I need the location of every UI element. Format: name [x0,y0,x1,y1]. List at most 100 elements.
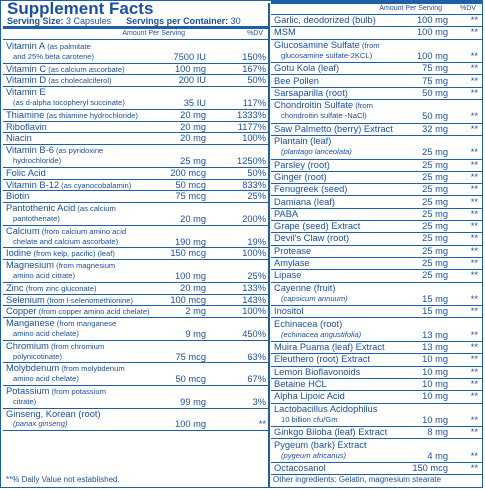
nutrient-row: Chondroitin Sulfate (from chondroitin sul… [271,100,482,124]
nutrient-source-line2: (plantago lanceolata) [281,147,352,157]
nutrient-name: Vitamin C (as calcium ascorbate) [6,64,125,75]
nutrient-name: Copper (from copper amino acid chelate) [6,306,150,317]
amount-per-serving: 10 mg [422,366,448,377]
nutrient-source-line2: and 25% beta carotene) [13,51,95,61]
nutrient-name-text: Vitamin B-6 [6,145,54,156]
daily-value: ** [258,419,266,430]
amount-per-serving: 20 mg [180,121,206,132]
right-column-header: Amount Per Serving %DV [271,1,482,15]
amount-per-serving: 25 mg [422,196,448,207]
amount-per-serving: 100 mg [416,50,448,61]
nutrient-name-text: Lipase [274,270,302,281]
nutrient-row: Pygeum (bark) Extract (pygeum africanus) 4… [271,440,482,464]
amount-per-serving: 13 mg [422,329,448,340]
nutrient-row: Vitamin B-12 (as cyanocobalamin) 50 mcg 83… [3,180,268,192]
amount-per-serving: 190 mg [174,236,206,247]
nutrient-name-text: Saw Palmetto (berry) Extract [274,123,393,134]
nutrient-name-text: Fenugreek (seed) [274,184,348,195]
nutrient-row: Parsley (root) 25 mg ** [271,160,482,172]
nutrient-name: PABA [274,209,298,220]
daily-value: ** [470,379,478,389]
nutrient-name-text: Betaine HCL [274,379,327,389]
nutrient-source: (from [359,40,380,50]
amount-per-serving: 32 mg [422,123,448,134]
nutrient-name-text: Pygeum (bark) Extract [274,439,367,450]
nutrient-row: Muira Puama (leaf) Extract 13 mg ** [271,342,482,355]
nutrient-source: (as thiamine hydrochloride) [44,110,138,120]
daily-value: ** [470,63,478,74]
nutrient-name-text: Grape (seed) Extract [274,221,361,232]
nutrient-name: Pantothenic Acid (as calcium [6,203,116,215]
nutrient-name: Vitamin A (as palmitate [6,41,91,53]
nutrient-source-line2: (capsicum annuum) [281,293,348,303]
nutrient-row: Pantothenic Acid (as calcium pantothenate… [3,203,268,226]
nutrient-row: Riboflavin 20 mg 1177% [3,122,268,134]
nutrient-name: Niacin [6,133,32,144]
nutrient-name-text: Vitamin A [6,41,46,51]
daily-value: ** [470,184,478,195]
amount-per-serving: 200 IU [178,75,206,86]
nutrient-name: Lipase [274,270,301,281]
nutrient-name-text: Niacin [6,133,32,144]
servings-label: Servings per Container: [126,16,229,26]
amount-per-serving: 20 mg [180,133,206,144]
amount-per-serving: 100 mg [416,27,448,38]
amount-per-serving: 25 mg [422,159,448,170]
amount-per-serving: 50 mcg [175,179,207,190]
nutrient-name-text: Vitamin D [6,75,47,86]
nutrient-name-text: Magnesium [6,260,55,271]
nutrient-source: (from zinc gluconate) [23,283,97,293]
nutrient-name: Betaine HCL [274,379,327,390]
nutrient-name-text: Selenium [6,294,45,305]
daily-value: 833% [242,179,266,190]
daily-value: ** [470,75,478,86]
amount-per-serving: 25 mg [422,258,448,268]
daily-value: ** [470,87,478,98]
daily-value: ** [470,159,478,170]
nutrient-row: Thiamine (as thiamine hydrochloride) 20 m… [3,110,268,122]
daily-value: ** [470,147,478,158]
daily-value: ** [470,50,478,61]
nutrient-name-text: Zinc [6,282,24,293]
daily-value: 67% [247,374,266,385]
nutrient-name-text: Folic Acid [6,167,46,178]
nutrient-name: Saw Palmetto (berry) Extract [274,124,393,135]
nutrient-source-line2: (panax ginseng) [13,419,68,429]
amount-per-serving: 15 mg [422,293,448,304]
nutrient-name-text: Muira Puama (leaf) Extract [274,342,385,353]
nutrient-row: Bee Pollen 75 mg ** [271,76,482,88]
nutrient-name-text: Potassium [6,386,50,396]
nutrient-source-line2: glucosamine sulfate-2KCL) [281,50,373,60]
nutrient-row: Iodine (from kelp, pacific) (leaf) 150 mc… [3,248,268,261]
nutrient-name: Lemon Bioflavonoids [274,367,360,378]
amount-per-serving: 100 mg [174,270,206,281]
amount-per-serving: 25 mg [422,171,448,182]
nutrient-name-text: Eleuthero (root) Extract [274,354,371,365]
nutrient-name: Cayenne (fruit) [274,283,336,294]
nutrient-name: Folic Acid [6,168,46,179]
nutrient-source: (from chromium [48,341,105,351]
nutrient-source: (as pyridoxine [53,146,104,156]
daily-value: ** [470,171,478,182]
nutrient-row: Lemon Bioflavonoids 10 mg ** [271,367,482,379]
amount-per-serving: 25 mg [422,184,448,195]
daily-value: ** [470,391,478,402]
nutrient-name-text: Lemon Bioflavonoids [274,366,361,377]
nutrient-source: (as cholecalciferol) [46,76,112,86]
nutrient-name-text: Calcium [6,225,40,236]
nutrient-name: Vitamin B-6 (as pyridoxine [6,145,103,157]
nutrient-row: Vitamin B-6 (as pyridoxine hydrochloride)… [3,145,268,168]
amount-per-serving: 99 mg [180,396,206,407]
nutrient-name: Eleuthero (root) Extract [274,354,370,365]
daily-value: 167% [242,63,266,74]
nutrient-name: Octacosanol [274,463,326,474]
daily-value: ** [470,306,478,317]
nutrient-row: Lactobacillus Acidophilus 10 billion cfu/… [271,404,482,428]
daily-value: 1333% [237,109,266,120]
nutrient-source: (from [353,101,373,111]
amount-per-serving: 100 mcg [170,294,206,305]
amount-per-serving: 25 mg [422,233,448,244]
nutrient-source-line2: (as d-alpha tocopheryl succinate) [13,97,125,107]
daily-value: ** [470,245,478,256]
